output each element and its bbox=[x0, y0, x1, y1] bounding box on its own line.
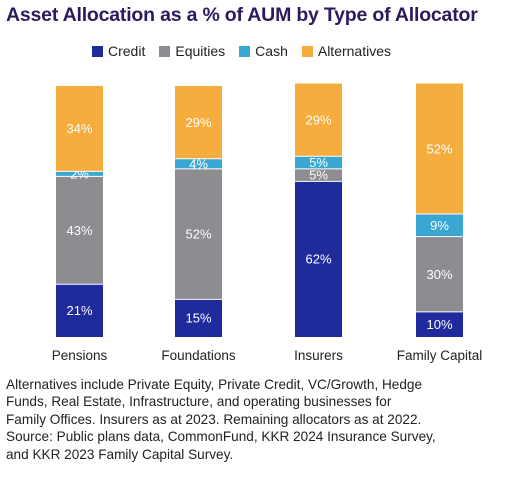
footnote-line-3: Family Offices. Insurers as at 2023. Rem… bbox=[6, 411, 422, 427]
data-label-equities-foundations: 52% bbox=[185, 227, 211, 242]
bar-credit-insurers bbox=[295, 181, 342, 337]
legend-item-alternatives: Alternatives bbox=[301, 43, 392, 59]
bar-cash-family-capital bbox=[416, 214, 463, 237]
footnote: Alternatives include Private Equity, Pri… bbox=[6, 376, 522, 463]
bar-alternatives-foundations bbox=[175, 86, 222, 159]
legend-swatch bbox=[159, 45, 171, 57]
data-label-alternatives-foundations: 29% bbox=[185, 115, 211, 130]
legend-swatch bbox=[301, 45, 313, 57]
bar-alternatives-pensions bbox=[56, 86, 103, 172]
footnote-line-1: Alternatives include Private Equity, Pri… bbox=[6, 377, 423, 392]
bar-alternatives-insurers bbox=[295, 83, 342, 157]
data-label-equities-pensions: 43% bbox=[66, 223, 92, 238]
legend-label: Alternatives bbox=[317, 43, 392, 59]
chart-title: Asset Allocation as a % of AUM by Type o… bbox=[6, 4, 478, 26]
category-label-family-capital: Family Capital bbox=[397, 348, 483, 363]
bar-equities-foundations bbox=[175, 168, 222, 300]
footnote-line-5: and KKR 2023 Family Capital Survey. bbox=[6, 446, 234, 462]
data-label-cash-foundations: 4% bbox=[189, 156, 208, 171]
data-label-credit-pensions: 21% bbox=[66, 303, 92, 318]
data-label-alternatives-family-capital: 52% bbox=[426, 141, 452, 156]
bar-credit-foundations bbox=[175, 299, 222, 337]
bar-equities-insurers bbox=[295, 168, 342, 182]
category-label-insurers: Insurers bbox=[294, 348, 343, 363]
data-label-credit-family-capital: 10% bbox=[426, 317, 452, 332]
footnote-line-2: Funds, Real Estate, Infrastructure, and … bbox=[6, 394, 392, 410]
data-label-equities-family-capital: 30% bbox=[426, 267, 452, 282]
bar-equities-pensions bbox=[56, 176, 103, 285]
legend-item-credit: Credit bbox=[92, 43, 145, 59]
bar-cash-insurers bbox=[295, 156, 342, 169]
bar-alternatives-family-capital bbox=[416, 83, 463, 215]
bar-cash-pensions bbox=[56, 171, 103, 177]
legend-item-cash: Cash bbox=[239, 43, 288, 59]
bar-credit-family-capital bbox=[416, 311, 463, 337]
legend-item-equities: Equities bbox=[159, 43, 225, 59]
legend-swatch bbox=[92, 45, 103, 57]
bar-cash-foundations bbox=[175, 158, 222, 169]
data-label-credit-foundations: 15% bbox=[185, 311, 211, 326]
category-label-pensions: Pensions bbox=[52, 348, 108, 363]
legend: Credit Equities Cash Alternatives bbox=[92, 43, 405, 59]
category-label-foundations: Foundations bbox=[161, 348, 236, 363]
legend-label: Cash bbox=[255, 43, 288, 59]
bar-credit-pensions bbox=[56, 284, 103, 337]
data-label-alternatives-insurers: 29% bbox=[305, 112, 331, 127]
legend-label: Credit bbox=[108, 43, 146, 59]
data-label-equities-insurers: 5% bbox=[309, 168, 328, 183]
stacked-bar-chart: 21%43%2%34%Pensions15%52%4%29%Foundation… bbox=[52, 83, 483, 363]
data-label-cash-family-capital: 9% bbox=[430, 218, 449, 233]
legend-label: Equities bbox=[175, 43, 226, 59]
legend-swatch bbox=[239, 45, 251, 57]
data-label-alternatives-pensions: 34% bbox=[66, 121, 92, 136]
data-label-cash-insurers: 5% bbox=[309, 155, 328, 170]
footnote-line-4: Source: Public plans data, CommonFund, K… bbox=[6, 429, 436, 445]
data-label-credit-insurers: 62% bbox=[305, 252, 331, 267]
bar-equities-family-capital bbox=[416, 236, 463, 312]
